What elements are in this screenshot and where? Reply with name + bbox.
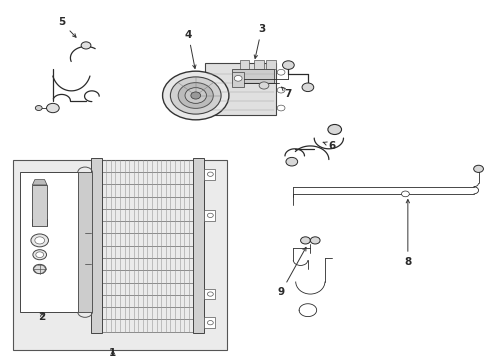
Polygon shape xyxy=(203,210,215,221)
Bar xyxy=(91,158,102,333)
Circle shape xyxy=(234,76,242,81)
Text: 8: 8 xyxy=(404,199,410,267)
Bar xyxy=(13,160,227,350)
Circle shape xyxy=(33,250,46,260)
Circle shape xyxy=(35,237,44,244)
Polygon shape xyxy=(203,169,215,180)
Text: 3: 3 xyxy=(254,24,264,58)
Circle shape xyxy=(310,237,320,244)
Text: 2: 2 xyxy=(39,312,46,322)
Circle shape xyxy=(46,103,59,113)
Circle shape xyxy=(207,172,213,176)
Bar xyxy=(232,69,273,83)
Bar xyxy=(78,172,92,312)
Circle shape xyxy=(285,157,297,166)
Bar xyxy=(266,60,276,69)
Circle shape xyxy=(327,125,341,135)
Polygon shape xyxy=(203,289,215,300)
Text: 4: 4 xyxy=(184,30,196,68)
Text: 6: 6 xyxy=(323,141,335,150)
Bar xyxy=(254,60,264,69)
Circle shape xyxy=(277,105,285,111)
Circle shape xyxy=(207,292,213,296)
Bar xyxy=(32,185,47,226)
Circle shape xyxy=(36,252,43,257)
Circle shape xyxy=(184,87,206,103)
Polygon shape xyxy=(32,180,47,185)
Polygon shape xyxy=(205,63,276,115)
Text: 1: 1 xyxy=(109,348,116,358)
Circle shape xyxy=(35,105,42,111)
Circle shape xyxy=(207,213,213,217)
Bar xyxy=(232,72,244,86)
Circle shape xyxy=(302,83,313,91)
Circle shape xyxy=(401,191,408,197)
Circle shape xyxy=(170,77,221,114)
Circle shape xyxy=(473,165,483,172)
Circle shape xyxy=(207,320,213,325)
Text: 5: 5 xyxy=(58,17,76,37)
Circle shape xyxy=(162,71,228,120)
Bar xyxy=(193,158,203,333)
Circle shape xyxy=(277,69,285,75)
Text: 7: 7 xyxy=(281,87,291,99)
Circle shape xyxy=(277,87,285,93)
Circle shape xyxy=(190,92,200,99)
Circle shape xyxy=(31,234,48,247)
Bar xyxy=(239,60,249,69)
Circle shape xyxy=(81,42,91,49)
Circle shape xyxy=(300,237,310,244)
Bar xyxy=(20,172,83,312)
Polygon shape xyxy=(203,317,215,328)
Circle shape xyxy=(259,82,268,89)
Text: 9: 9 xyxy=(277,247,305,297)
Circle shape xyxy=(282,61,294,69)
Circle shape xyxy=(33,264,46,274)
Circle shape xyxy=(178,83,213,108)
